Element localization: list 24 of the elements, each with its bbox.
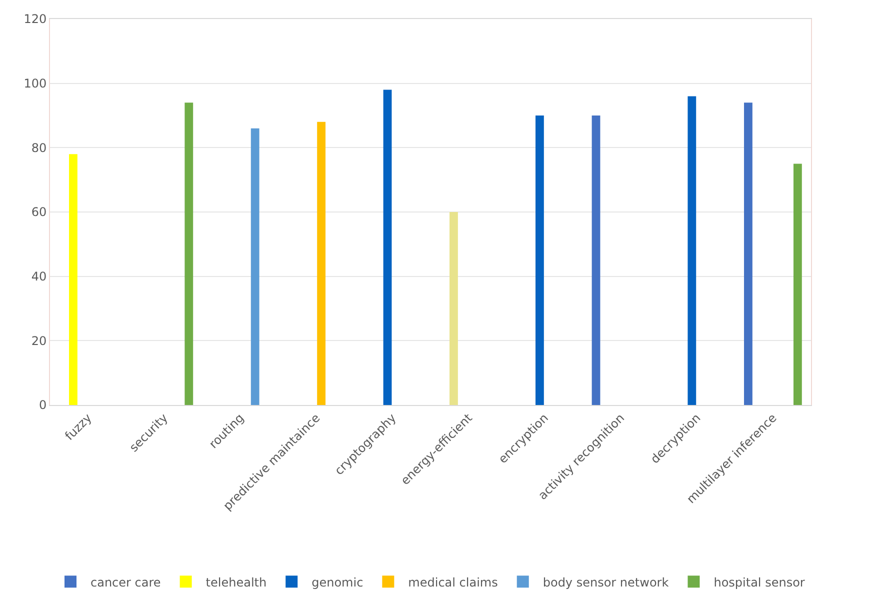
bar — [793, 164, 802, 405]
y-tick-label: 120 — [24, 12, 47, 26]
bar — [744, 102, 752, 405]
bar — [184, 102, 194, 405]
legend-label: hospital sensor — [714, 575, 805, 590]
legend-label: body sensor network — [542, 575, 669, 590]
bar — [317, 122, 326, 405]
bar — [383, 90, 392, 405]
y-tick-label: 0 — [38, 398, 47, 412]
y-tick-label: 100 — [24, 76, 47, 91]
legend-label: medical claims — [408, 575, 498, 590]
y-tick-label: 40 — [31, 270, 47, 284]
bar — [250, 128, 260, 405]
y-tick-label: 20 — [31, 334, 47, 348]
bar — [688, 96, 696, 405]
bar — [592, 116, 600, 405]
legend-label: telehealth — [206, 575, 267, 590]
y-tick-label: 60 — [31, 205, 47, 220]
bar — [450, 212, 458, 405]
legend-label: cancer care — [90, 575, 161, 590]
legend-label: genomic — [312, 575, 364, 590]
y-tick-label: 80 — [31, 140, 47, 155]
bar — [536, 116, 544, 405]
bar — [69, 154, 78, 405]
